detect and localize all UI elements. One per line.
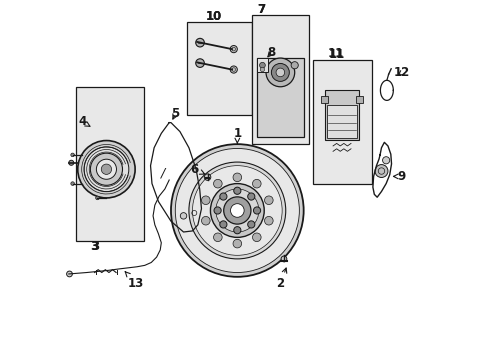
Circle shape xyxy=(233,239,241,248)
Text: 7: 7 xyxy=(257,3,265,16)
Bar xyxy=(187,22,251,116)
Circle shape xyxy=(195,59,204,67)
Circle shape xyxy=(213,179,222,188)
Text: 4: 4 xyxy=(78,116,90,129)
Circle shape xyxy=(281,256,286,262)
Bar xyxy=(257,58,267,72)
Circle shape xyxy=(290,62,298,69)
Circle shape xyxy=(233,226,241,234)
Circle shape xyxy=(219,193,226,200)
Bar xyxy=(251,15,308,144)
Circle shape xyxy=(204,174,210,180)
Text: 10: 10 xyxy=(205,10,222,23)
Circle shape xyxy=(188,162,285,259)
Circle shape xyxy=(96,159,116,179)
Circle shape xyxy=(210,184,264,237)
Circle shape xyxy=(201,196,210,204)
Circle shape xyxy=(252,233,261,242)
Text: /: / xyxy=(161,166,165,179)
Circle shape xyxy=(233,187,241,194)
Circle shape xyxy=(233,173,241,182)
Circle shape xyxy=(171,144,303,277)
Circle shape xyxy=(84,147,128,192)
Circle shape xyxy=(180,213,186,219)
Circle shape xyxy=(90,153,122,185)
Bar xyxy=(321,96,328,103)
Circle shape xyxy=(264,196,273,204)
Bar xyxy=(257,58,303,137)
Circle shape xyxy=(195,39,204,47)
Text: 7: 7 xyxy=(257,3,265,16)
Text: 10: 10 xyxy=(205,10,222,23)
Bar xyxy=(76,87,144,241)
Text: 8: 8 xyxy=(267,46,275,59)
Circle shape xyxy=(259,62,265,68)
Bar xyxy=(324,90,359,140)
Circle shape xyxy=(214,207,221,214)
Bar xyxy=(312,60,371,184)
Text: 12: 12 xyxy=(393,66,409,79)
Text: 5: 5 xyxy=(171,107,180,120)
Text: 3: 3 xyxy=(90,240,98,253)
Circle shape xyxy=(264,216,273,225)
Circle shape xyxy=(66,271,72,277)
Text: 3: 3 xyxy=(91,240,100,253)
Circle shape xyxy=(201,216,210,225)
Circle shape xyxy=(215,189,258,232)
Circle shape xyxy=(69,160,74,165)
Circle shape xyxy=(230,204,244,217)
Circle shape xyxy=(253,207,260,214)
Circle shape xyxy=(276,68,284,77)
Circle shape xyxy=(219,221,226,228)
Circle shape xyxy=(265,58,294,87)
Circle shape xyxy=(271,63,289,81)
Circle shape xyxy=(230,45,237,53)
Circle shape xyxy=(247,193,254,200)
Circle shape xyxy=(230,66,237,73)
Circle shape xyxy=(260,67,264,72)
Circle shape xyxy=(71,182,74,185)
Circle shape xyxy=(192,166,282,255)
Circle shape xyxy=(96,196,99,200)
Bar xyxy=(355,96,362,103)
Bar xyxy=(326,105,356,138)
Circle shape xyxy=(71,153,74,157)
Text: 11: 11 xyxy=(328,48,345,61)
Circle shape xyxy=(213,233,222,242)
Circle shape xyxy=(374,165,387,177)
Circle shape xyxy=(252,179,261,188)
Circle shape xyxy=(223,197,250,224)
Text: 1: 1 xyxy=(233,127,241,143)
Text: 9: 9 xyxy=(393,170,405,183)
Circle shape xyxy=(78,140,135,198)
Circle shape xyxy=(382,157,389,164)
Circle shape xyxy=(101,164,111,174)
Text: 13: 13 xyxy=(125,272,144,290)
Text: 2: 2 xyxy=(276,268,286,291)
Text: 6: 6 xyxy=(190,163,204,176)
Circle shape xyxy=(175,148,299,273)
Text: 11: 11 xyxy=(327,47,344,60)
Circle shape xyxy=(247,221,254,228)
